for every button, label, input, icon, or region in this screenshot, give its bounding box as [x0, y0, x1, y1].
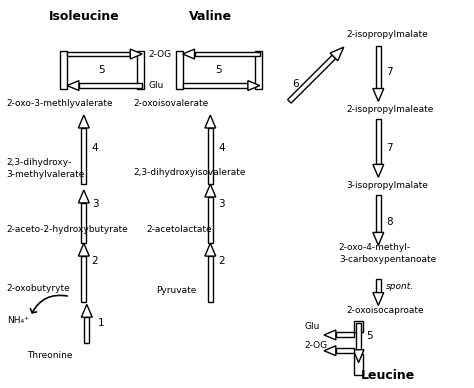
Polygon shape — [79, 83, 142, 88]
Text: 2-OG: 2-OG — [148, 50, 171, 59]
Polygon shape — [205, 243, 216, 256]
Polygon shape — [330, 47, 344, 61]
Text: 2-oxobutyryte: 2-oxobutyryte — [7, 284, 71, 293]
Polygon shape — [354, 354, 364, 375]
Text: 8: 8 — [386, 217, 393, 227]
Text: spont.: spont. — [386, 282, 414, 291]
Polygon shape — [373, 165, 384, 177]
Polygon shape — [255, 51, 262, 88]
Text: 2-aceto-2-hydroxybutyrate: 2-aceto-2-hydroxybutyrate — [7, 225, 128, 234]
Polygon shape — [130, 49, 142, 59]
Polygon shape — [208, 128, 213, 184]
Text: Threonine: Threonine — [27, 351, 73, 360]
Text: 3: 3 — [218, 199, 225, 209]
Text: 7: 7 — [386, 143, 393, 152]
Polygon shape — [373, 232, 384, 245]
Polygon shape — [376, 279, 381, 293]
Polygon shape — [67, 81, 79, 90]
Polygon shape — [182, 49, 194, 59]
Polygon shape — [376, 46, 381, 88]
Text: 6: 6 — [292, 79, 299, 88]
Polygon shape — [324, 346, 336, 356]
Text: 2,3-dihydroxy-
3-methylvalerate: 2,3-dihydroxy- 3-methylvalerate — [7, 158, 85, 179]
Polygon shape — [373, 88, 384, 101]
Polygon shape — [176, 51, 182, 88]
Text: Glu: Glu — [304, 322, 319, 331]
Polygon shape — [182, 83, 248, 88]
Polygon shape — [205, 115, 216, 128]
Text: 2-oxo-4-methyl-
3-carboxypentanoate: 2-oxo-4-methyl- 3-carboxypentanoate — [339, 243, 436, 263]
Polygon shape — [376, 195, 381, 232]
Polygon shape — [137, 51, 144, 88]
Polygon shape — [373, 293, 384, 305]
Polygon shape — [376, 119, 381, 165]
Polygon shape — [353, 350, 364, 362]
Polygon shape — [356, 323, 361, 350]
Polygon shape — [82, 203, 86, 243]
Text: 1: 1 — [98, 318, 104, 328]
Text: 2: 2 — [92, 256, 98, 266]
Text: 2-oxoisocaproate: 2-oxoisocaproate — [346, 306, 424, 315]
Polygon shape — [82, 256, 86, 302]
Text: 2-oxo-3-methlyvalerate: 2-oxo-3-methlyvalerate — [7, 99, 113, 108]
Polygon shape — [324, 330, 336, 340]
Text: Valine: Valine — [189, 10, 232, 23]
Text: 5: 5 — [215, 65, 221, 75]
Polygon shape — [60, 51, 67, 88]
Polygon shape — [67, 52, 130, 57]
Polygon shape — [78, 243, 89, 256]
Text: 7: 7 — [386, 67, 393, 77]
Text: NH₄⁺: NH₄⁺ — [7, 316, 28, 325]
Text: 3-isopropylmalate: 3-isopropylmalate — [346, 181, 428, 190]
Text: 3: 3 — [92, 199, 98, 209]
Polygon shape — [208, 197, 213, 243]
Text: 2-OG: 2-OG — [304, 341, 328, 350]
Polygon shape — [84, 317, 89, 343]
Polygon shape — [336, 348, 354, 353]
Polygon shape — [78, 190, 89, 203]
Text: 4: 4 — [218, 143, 225, 152]
Text: 5: 5 — [366, 331, 373, 341]
Polygon shape — [288, 55, 336, 103]
Polygon shape — [248, 81, 260, 90]
Text: Glu: Glu — [148, 81, 164, 90]
Polygon shape — [354, 321, 364, 332]
Text: 2-isopropylmaleate: 2-isopropylmaleate — [346, 105, 434, 114]
Polygon shape — [78, 115, 89, 128]
Text: 5: 5 — [98, 65, 105, 75]
Text: Pyruvate: Pyruvate — [156, 286, 196, 295]
Polygon shape — [194, 52, 260, 57]
Text: 2-acetolactate: 2-acetolactate — [146, 225, 212, 234]
Polygon shape — [82, 128, 86, 184]
Text: 2-isopropylmalate: 2-isopropylmalate — [346, 30, 428, 39]
Polygon shape — [82, 305, 92, 317]
Text: 2,3-dihydroxyisovalerate: 2,3-dihydroxyisovalerate — [133, 168, 246, 177]
Text: 2-oxoisovalerate: 2-oxoisovalerate — [133, 99, 209, 108]
Polygon shape — [205, 184, 216, 197]
Polygon shape — [336, 333, 354, 338]
Text: 4: 4 — [92, 143, 98, 152]
Text: Leucine: Leucine — [361, 369, 415, 382]
Text: 2: 2 — [218, 256, 225, 266]
Text: Isoleucine: Isoleucine — [48, 10, 119, 23]
Polygon shape — [208, 256, 213, 302]
